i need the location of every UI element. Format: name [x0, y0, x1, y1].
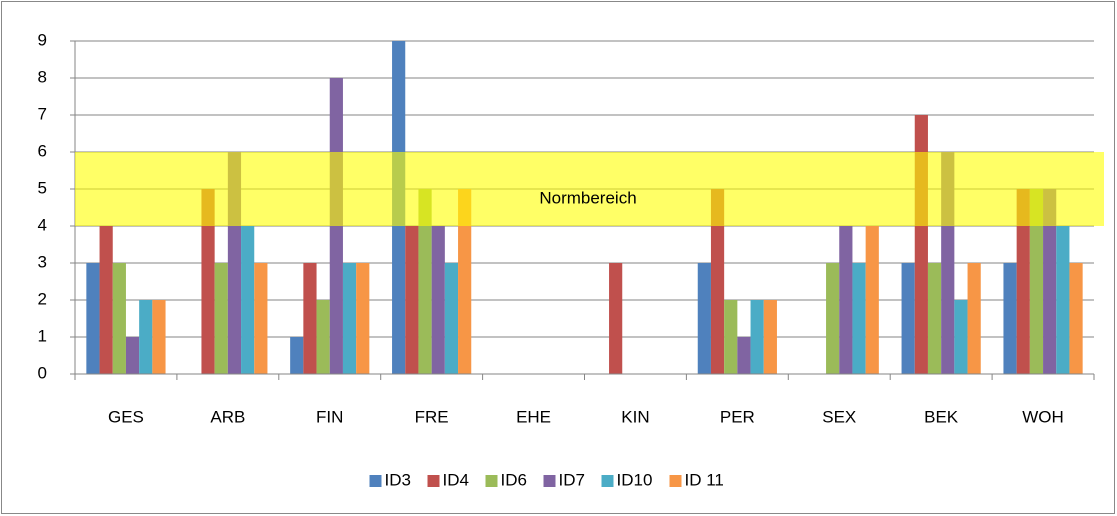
bar	[290, 337, 304, 374]
y-tick-label: 7	[38, 104, 47, 123]
bar	[112, 263, 126, 374]
bar	[316, 300, 330, 374]
x-tick-label: BEK	[924, 407, 959, 426]
bar	[1043, 189, 1057, 374]
bar	[99, 226, 113, 374]
x-tick-label: FRE	[415, 407, 449, 426]
band-label: Normbereich	[539, 188, 636, 207]
bar	[356, 263, 370, 374]
bar	[1029, 189, 1044, 374]
legend-swatch	[485, 475, 498, 487]
bar	[954, 300, 968, 374]
bar	[458, 189, 472, 374]
bar	[214, 263, 228, 374]
legend-label: ID7	[559, 470, 585, 489]
bar	[418, 189, 432, 374]
legend-swatch	[427, 475, 440, 487]
x-tick-label: WOH	[1022, 407, 1064, 426]
y-tick-label: 9	[38, 30, 47, 49]
bar	[1069, 263, 1083, 374]
x-tick-label: SEX	[822, 407, 856, 426]
legend-label: ID 11	[685, 470, 724, 489]
y-tick-label: 0	[38, 363, 47, 382]
bar	[737, 337, 751, 374]
bar	[865, 226, 879, 374]
bar	[125, 337, 140, 374]
bar	[444, 263, 459, 374]
bar	[303, 263, 317, 374]
bar	[1003, 263, 1017, 374]
bar	[201, 189, 215, 374]
legend-swatch	[601, 475, 614, 487]
bar	[86, 263, 100, 374]
legend-label: ID4	[443, 470, 469, 489]
bar	[431, 226, 445, 374]
bar	[826, 263, 840, 374]
y-tick-label: 4	[38, 215, 47, 234]
bar	[710, 189, 725, 374]
bar	[254, 263, 268, 374]
bar	[1056, 226, 1070, 374]
x-tick-label: PER	[720, 407, 755, 426]
bar	[405, 226, 419, 374]
y-tick-label: 6	[38, 141, 47, 160]
y-tick-label: 1	[38, 326, 47, 345]
x-tick-label: EHE	[516, 407, 551, 426]
legend-swatch	[669, 475, 682, 487]
bar	[927, 263, 942, 374]
x-tick-label: GES	[108, 407, 144, 426]
bar	[724, 300, 738, 374]
x-tick-label: ARB	[210, 407, 245, 426]
bar	[342, 263, 357, 374]
bar	[152, 300, 166, 374]
y-tick-label: 5	[38, 178, 47, 197]
legend-label: ID10	[617, 470, 653, 489]
x-tick-label: KIN	[621, 407, 649, 426]
bar	[1016, 189, 1030, 374]
bar	[967, 263, 981, 374]
legend-swatch	[369, 475, 382, 487]
y-tick-label: 8	[38, 67, 47, 86]
bar	[901, 263, 915, 374]
legend-label: ID3	[385, 470, 411, 489]
norm-band	[75, 152, 1104, 226]
bar	[609, 263, 623, 374]
bar	[763, 300, 777, 374]
bar	[241, 226, 255, 374]
legend-label: ID6	[501, 470, 527, 489]
bar	[852, 263, 866, 374]
x-tick-label: FIN	[316, 407, 343, 426]
y-tick-label: 2	[38, 289, 47, 308]
legend-swatch	[543, 475, 556, 487]
y-tick-label: 3	[38, 252, 47, 271]
bar	[697, 263, 711, 374]
bar	[839, 226, 853, 374]
bar	[139, 300, 153, 374]
bar	[750, 300, 764, 374]
